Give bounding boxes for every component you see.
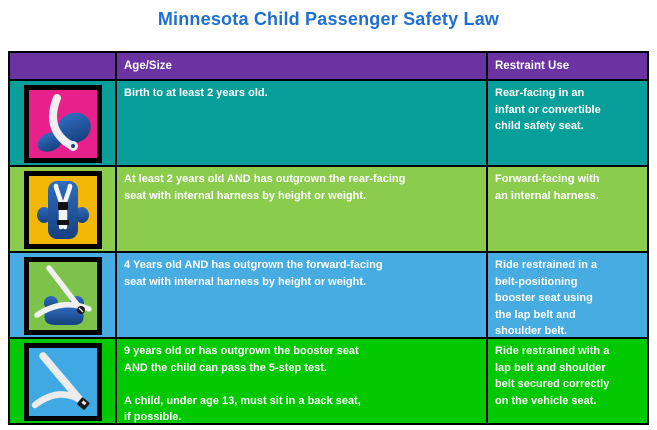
forward-facing-seat-icon (23, 171, 102, 249)
icon-cell-forward-facing (10, 167, 115, 251)
header-restraint-use: Restraint Use (488, 53, 647, 79)
icon-cell-booster (10, 253, 115, 337)
icon-cell-seat-belt (10, 339, 115, 423)
age-size-cell: 4 Years old AND has outgrown the forward… (117, 253, 486, 337)
restraint-use-cell: Rear-facing in an infant or convertible … (488, 81, 647, 165)
restraint-use-cell: Forward-facing with an internal harness. (488, 167, 647, 251)
restraint-use-cell: Ride restrained with a lap belt and shou… (488, 339, 647, 423)
restraint-use-cell: Ride restrained in a belt-positioning bo… (488, 253, 647, 337)
age-size-cell: At least 2 years old AND has outgrown th… (117, 167, 486, 251)
page-title: Minnesota Child Passenger Safety Law (157, 9, 500, 29)
header-icon-column (10, 53, 115, 79)
icon-cell-rear-facing (10, 81, 115, 165)
age-size-cell: Birth to at least 2 years old. (117, 81, 486, 165)
booster-seat-icon (23, 257, 102, 335)
header-age-size: Age/Size (117, 53, 486, 79)
rear-facing-infant-seat-icon (23, 85, 102, 163)
safety-law-table: Age/Size Restraint Use Birth to at least… (8, 51, 649, 425)
seat-belt-icon (23, 343, 102, 421)
age-size-cell: 9 years old or has outgrown the booster … (117, 339, 486, 423)
